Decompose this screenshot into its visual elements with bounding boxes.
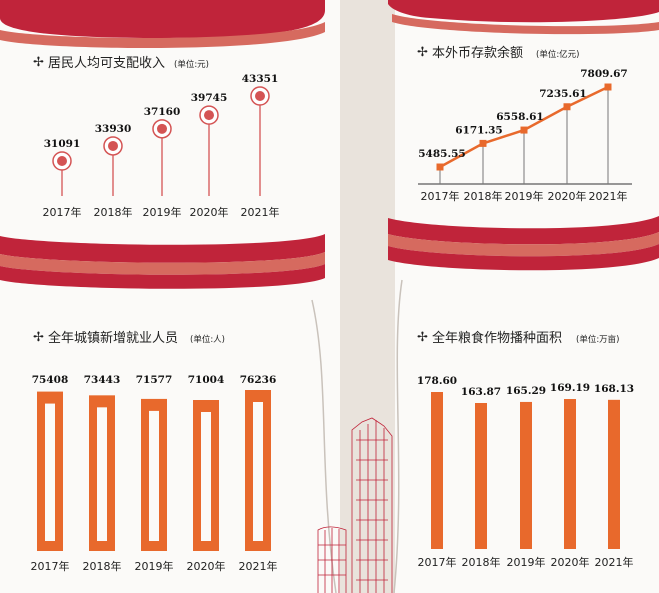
x-tick-label: 2020年 [187, 559, 226, 573]
plot-area: 5485.55 2017年 6171.35 2018年 6558.61 2019年 7235… [418, 68, 632, 203]
plus-icon: ✢ [33, 55, 44, 70]
background-panel [340, 0, 395, 593]
data-point [604, 83, 612, 91]
x-tick-label: 2019年 [143, 205, 182, 219]
x-tick-label: 2017年 [421, 189, 460, 203]
data-label: 75408 [32, 374, 69, 386]
chart-title: 全年城镇新增就业人员 [48, 330, 178, 346]
data-point [157, 123, 167, 134]
x-tick-label: 2018年 [83, 559, 122, 573]
x-tick-label: 2021年 [239, 559, 278, 573]
chart-unit: (单位:人) [190, 334, 225, 345]
chart-unit: (单位:万亩) [576, 334, 620, 345]
bar [608, 399, 620, 549]
bar-inner [201, 412, 211, 541]
x-tick-label: 2019年 [507, 555, 546, 569]
bar [520, 401, 532, 549]
middle-left-rim [0, 264, 325, 289]
data-label: 76236 [240, 374, 277, 386]
data-label: 163.87 [461, 386, 501, 398]
plot-area: 178.60 2017年 163.87 2018年 165.29 2019年 169.19 2… [417, 375, 634, 569]
x-tick-label: 2017年 [31, 559, 70, 573]
data-label: 71004 [188, 374, 225, 386]
middle-right-band [388, 232, 659, 257]
data-label: 39745 [191, 92, 228, 104]
data-label: 33930 [95, 123, 132, 135]
middle-right-rim [388, 216, 659, 245]
data-point [57, 156, 67, 166]
x-tick-label: 2018年 [464, 189, 503, 203]
paper-crease [393, 279, 403, 593]
data-label: 43351 [242, 73, 279, 85]
plus-icon: ✢ [33, 330, 44, 345]
data-label: 73443 [84, 374, 121, 386]
x-tick-label: 2020年 [551, 555, 590, 569]
x-tick-label: 2017年 [418, 555, 457, 569]
data-label: 178.60 [417, 375, 457, 387]
bar-inner [253, 402, 263, 541]
x-tick-label: 2021年 [595, 555, 634, 569]
data-label: 7235.61 [539, 88, 587, 100]
bar-inner [149, 410, 159, 541]
x-tick-label: 2018年 [94, 205, 133, 219]
building-illustration [317, 417, 393, 593]
x-tick-label: 2020年 [548, 189, 587, 203]
deposit-panel: ✢ 本外币存款余额 (单位:亿元) 5485.55 2017年 6171.35 201… [417, 45, 632, 203]
data-point [436, 163, 444, 171]
plot-area: 31091 2017年 33930 2018年 37160 2019年 39745 2020年… [43, 73, 280, 219]
x-tick-label: 2019年 [135, 559, 174, 573]
top-right-cap [388, 0, 659, 23]
data-point [520, 126, 528, 134]
data-point [108, 140, 118, 151]
middle-right-rim [388, 244, 659, 271]
x-tick-label: 2018年 [462, 555, 501, 569]
top-right-band [392, 14, 659, 35]
plus-icon: ✢ [417, 45, 428, 60]
data-point [204, 110, 214, 121]
middle-left-band [0, 252, 325, 275]
middle-left-rim [0, 234, 325, 263]
data-label: 165.29 [506, 385, 546, 397]
x-tick-label: 2021年 [589, 189, 628, 203]
bar [475, 403, 487, 549]
data-label: 71577 [136, 374, 173, 386]
chart-unit: (单位:元) [174, 59, 209, 70]
data-label: 7809.67 [580, 68, 628, 80]
top-left-cap [0, 0, 325, 38]
data-label: 6558.61 [496, 111, 544, 123]
chart-unit: (单位:亿元) [536, 49, 580, 60]
x-tick-label: 2021年 [241, 205, 280, 219]
bar-inner [97, 407, 107, 541]
x-tick-label: 2019年 [505, 189, 544, 203]
bar [431, 392, 443, 549]
chart-title: 全年粮食作物播种面积 [432, 330, 562, 346]
data-label: 169.19 [550, 382, 590, 394]
chart-title: 居民人均可支配收入 [48, 56, 165, 71]
plot-area: 75408 2017年 73443 2018年 71577 2019年 71004 2020年… [31, 374, 278, 573]
bar [564, 399, 576, 549]
grain-panel: ✢ 全年粮食作物播种面积 (单位:万亩) 178.60 2017年 163.87 20… [417, 330, 634, 569]
data-point [479, 139, 487, 147]
data-label: 31091 [44, 138, 81, 150]
x-tick-label: 2020年 [190, 205, 229, 219]
x-tick-label: 2017年 [43, 205, 82, 219]
data-point [255, 91, 265, 101]
data-point [563, 103, 571, 111]
data-label: 37160 [144, 106, 181, 118]
top-left-band [0, 22, 325, 49]
data-label: 5485.55 [418, 148, 466, 160]
paper-crease [311, 299, 337, 593]
bar-inner [45, 403, 55, 541]
data-label: 6171.35 [455, 124, 503, 136]
plus-icon: ✢ [417, 330, 428, 345]
employment-panel: ✢ 全年城镇新增就业人员 (单位:人) 75408 2017年 73443 2018年… [31, 330, 278, 573]
chart-title: 本外币存款余额 [432, 45, 523, 61]
income-panel: ✢ 居民人均可支配收入 (单位:元) 310912017年339302018年3… [33, 55, 280, 219]
data-label: 168.13 [594, 383, 634, 395]
